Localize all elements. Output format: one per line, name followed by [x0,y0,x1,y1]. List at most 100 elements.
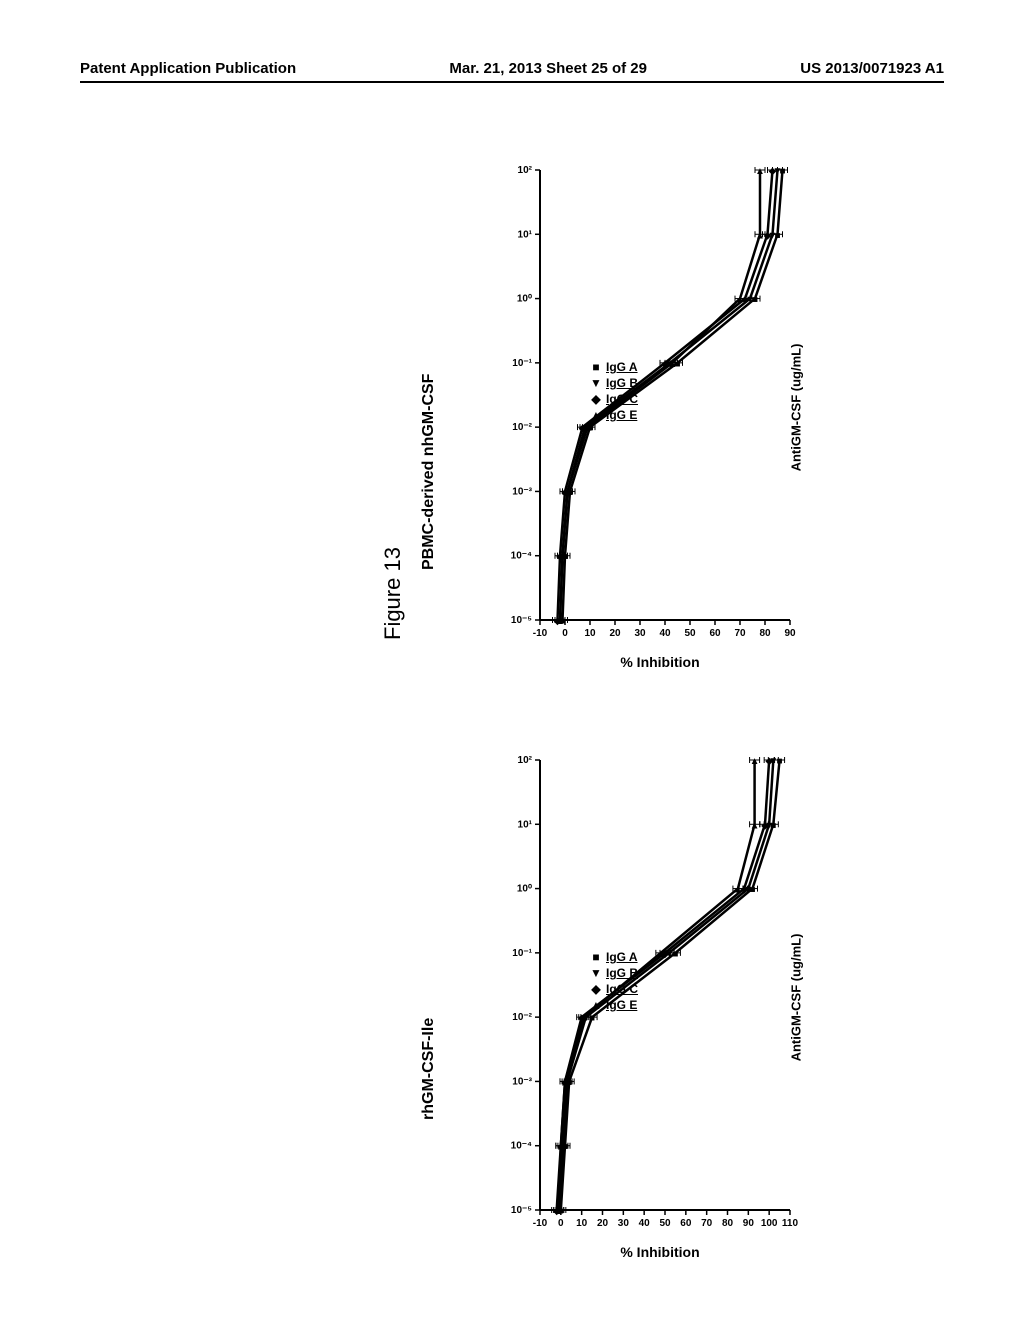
legend-item: ▼ IgG B [590,376,638,390]
svg-text:-10: -10 [533,1218,548,1229]
svg-text:10⁻⁵: 10⁻⁵ [511,1205,532,1216]
svg-text:30: 30 [634,628,646,639]
svg-text:50: 50 [684,628,696,639]
legend-item: ▲IgG E [590,408,638,422]
svg-text:40: 40 [659,628,671,639]
svg-text:70: 70 [701,1218,713,1229]
chart-title-bottom: rhGM-CSF-Ile [420,1018,438,1120]
svg-text:▲: ▲ [560,1077,570,1088]
svg-text:30: 30 [618,1218,630,1229]
svg-text:60: 60 [709,628,721,639]
legend-marker-icon: ■ [590,361,602,373]
legend-top: ■ IgG A ▼ IgG B ◆ IgG C ▲IgG E [590,360,638,424]
x-axis-label-top: AntiGM-CSF (ug/mL) [789,344,804,472]
svg-text:20: 20 [597,1218,609,1229]
svg-text:▲: ▲ [735,295,745,306]
legend-label: IgG A [606,360,638,374]
svg-text:10⁻⁴: 10⁻⁴ [511,551,532,562]
svg-text:10⁰: 10⁰ [517,294,532,305]
svg-text:10: 10 [584,628,596,639]
chart-svg-bottom: -10 0 10 20 30 40 50 60 70 80 90 100 110 10⁻⁵ 10⁻⁴ 10⁻³… [500,740,820,1240]
legend-marker-icon: ▼ [590,377,602,389]
header-right: US 2013/0071923 A1 [800,60,944,77]
svg-text:◆: ◆ [765,756,773,767]
y-axis-label-bottom: % Inhibition [620,1244,699,1260]
svg-text:80: 80 [722,1218,734,1229]
svg-text:70: 70 [734,628,746,639]
svg-text:▲: ▲ [556,1142,566,1153]
svg-text:▲: ▲ [750,820,760,831]
svg-text:10⁻⁵: 10⁻⁵ [511,615,532,626]
page-header: Patent Application Publication Mar. 21, … [80,60,944,83]
legend-label: IgG E [606,998,637,1012]
legend-marker-icon: ▼ [590,967,602,979]
x-axis-label-bottom: AntiGM-CSF (ug/mL) [789,934,804,1062]
svg-text:10⁻³: 10⁻³ [512,1076,532,1087]
chart-svg-top: -10 0 10 20 30 40 50 60 70 80 90 10⁻⁵ 10⁻⁴ 10⁻³ 10⁻² 10… [500,150,820,650]
svg-text:10: 10 [576,1218,588,1229]
svg-text:10²: 10² [518,755,533,766]
svg-text:▲: ▲ [555,616,565,627]
svg-text:▲: ▲ [563,487,573,498]
svg-text:10⁰: 10⁰ [517,884,532,895]
header-left: Patent Application Publication [80,60,296,77]
svg-text:▲: ▲ [668,359,678,370]
svg-text:90: 90 [743,1218,755,1229]
figure-area: Figure 13 PBMC-derived nhGM-CSF -10 0 10 20… [0,120,1024,1260]
svg-text:80: 80 [759,628,771,639]
svg-text:▲: ▲ [558,552,568,563]
legend-label: IgG A [606,950,638,964]
legend-marker-icon: ◆ [590,983,602,995]
legend-label: IgG C [606,982,638,996]
legend-label: IgG C [606,392,638,406]
legend-item: ◆ IgG C [590,982,638,996]
svg-text:▲: ▲ [755,166,765,177]
legend-item: ■ IgG A [590,950,638,964]
legend-item: ◆ IgG C [590,392,638,406]
svg-text:10⁻¹: 10⁻¹ [512,358,532,369]
legend-item: ▲ IgG E [590,998,638,1012]
svg-text:10¹: 10¹ [518,229,533,240]
svg-text:40: 40 [639,1218,651,1229]
svg-text:▲: ▲ [579,1013,589,1024]
svg-text:10⁻¹: 10⁻¹ [512,948,532,959]
svg-text:20: 20 [609,628,621,639]
svg-text:▲: ▲ [583,423,593,434]
header-center: Mar. 21, 2013 Sheet 25 of 29 [449,60,647,77]
legend-marker-icon: ▲ [590,409,602,421]
svg-text:0: 0 [562,628,568,639]
svg-text:◆: ◆ [761,820,769,831]
y-axis-label-top: % Inhibition [620,654,699,670]
svg-text:10¹: 10¹ [518,819,533,830]
svg-text:-10: -10 [533,628,548,639]
chart-title-top: PBMC-derived nhGM-CSF [420,374,438,570]
svg-text:▲: ▲ [733,885,743,896]
svg-text:10⁻⁴: 10⁻⁴ [511,1141,532,1152]
svg-text:▲: ▲ [755,230,765,241]
chart-rhgm: rhGM-CSF-Ile -10010203040506070809010011… [500,740,820,1240]
svg-text:10⁻²: 10⁻² [512,422,532,433]
legend-item: ▼ IgG B [590,966,638,980]
legend-marker-icon: ▲ [590,999,602,1011]
svg-text:90: 90 [784,628,796,639]
svg-text:100: 100 [761,1218,778,1229]
svg-text:10⁻²: 10⁻² [512,1012,532,1023]
svg-text:110: 110 [782,1218,799,1229]
legend-bottom: ■ IgG A ▼ IgG B ◆ IgG C ▲ IgG E [590,950,638,1014]
svg-text:10²: 10² [518,165,533,176]
svg-text:▲: ▲ [750,756,760,767]
svg-text:▲: ▲ [554,1206,564,1217]
svg-text:50: 50 [659,1218,671,1229]
legend-marker-icon: ◆ [590,393,602,405]
legend-marker-icon: ■ [590,951,602,963]
svg-text:60: 60 [680,1218,692,1229]
legend-label: IgG B [606,376,638,390]
svg-text:10⁻³: 10⁻³ [512,486,532,497]
chart-pbmc: PBMC-derived nhGM-CSF -10010203040506070… [500,150,820,650]
legend-label: IgG B [606,966,638,980]
svg-text:0: 0 [558,1218,564,1229]
legend-item: ■ IgG A [590,360,638,374]
svg-text:▲: ▲ [656,949,666,960]
figure-label: Figure 13 [380,547,406,640]
svg-text:◆: ◆ [769,166,777,177]
